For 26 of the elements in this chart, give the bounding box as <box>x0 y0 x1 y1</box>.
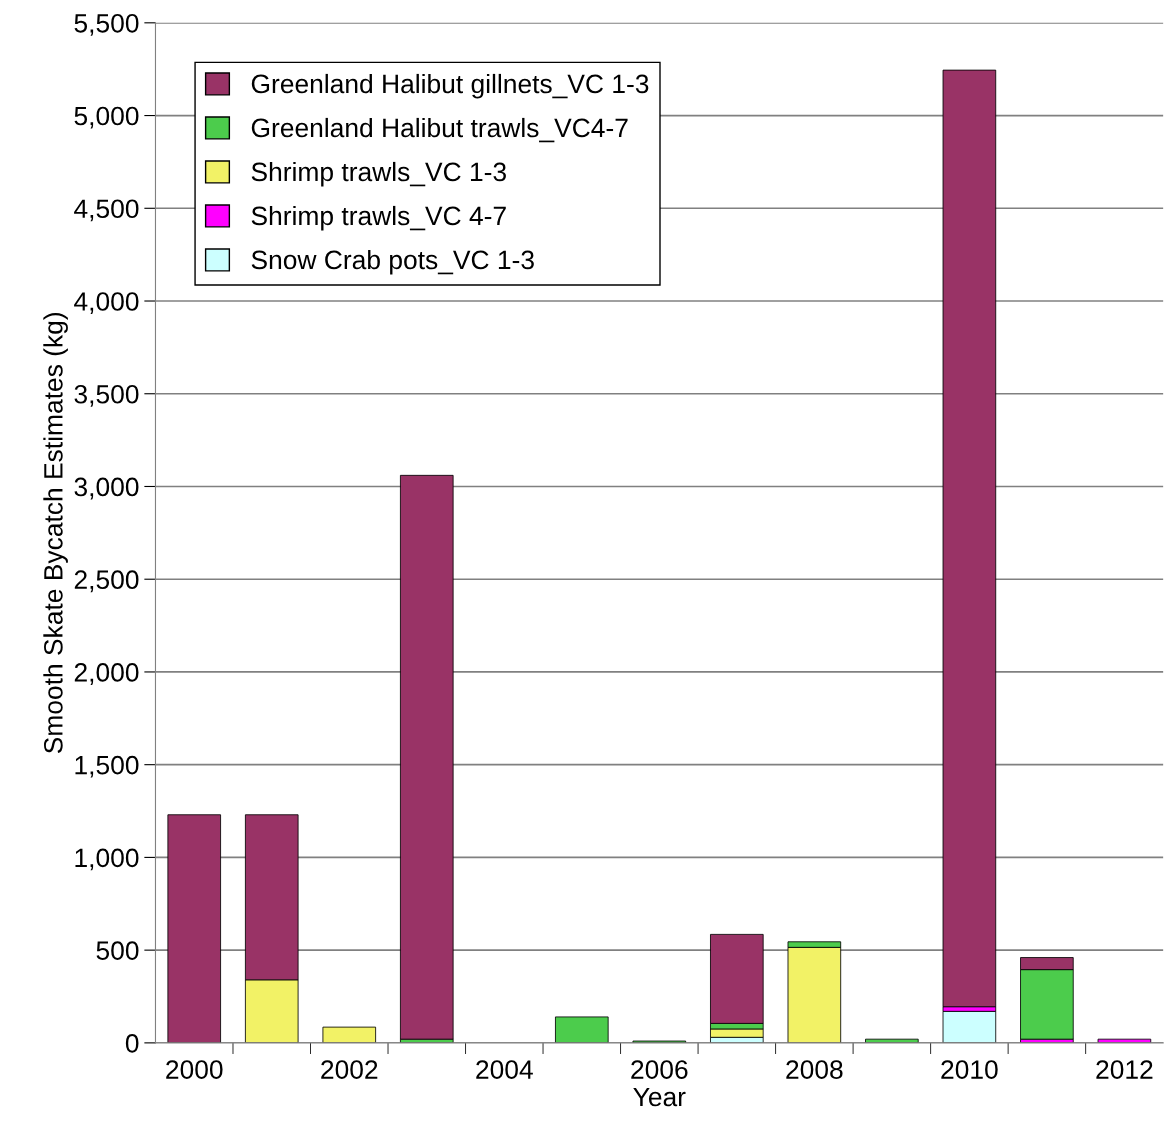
x-tick-label: 2006 <box>631 1060 688 1079</box>
y-tick-label: 1,500 <box>75 755 139 778</box>
legend-label: Greenland Halibut gillnets_VC 1-3 <box>251 73 649 99</box>
y-tick-label: 3,500 <box>74 384 139 407</box>
x-tick-label: 2010 <box>941 1060 998 1079</box>
y-tick-label: 4,500 <box>74 199 139 222</box>
x-axis-title: Year <box>633 1087 686 1107</box>
x-tick-label: 2008 <box>786 1060 843 1079</box>
y-axis-title: Smooth Skate Bycatch Estimates (kg) <box>43 313 68 754</box>
y-tick-label: 500 <box>96 941 139 960</box>
legend-label: Greenland Halibut trawls_VC4-7 <box>251 117 628 143</box>
legend-label: Shrimp trawls_VC 4-7 <box>251 205 506 231</box>
y-tick-label: 0 <box>125 1034 139 1053</box>
x-tick-label: 2004 <box>476 1060 533 1079</box>
y-tick-label: 4,000 <box>74 292 139 314</box>
x-tick-label: 2012 <box>1096 1060 1153 1079</box>
y-tick-label: 2,000 <box>74 663 139 685</box>
y-tick-label: 2,500 <box>74 570 139 593</box>
y-tick-label: 1,000 <box>75 848 139 871</box>
x-tick-label: 2002 <box>321 1060 378 1079</box>
legend-label: Snow Crab pots_VC 1-3 <box>251 249 534 275</box>
y-tick-label: 3,000 <box>74 477 139 500</box>
y-tick-label: 5,500 <box>74 13 139 36</box>
y-tick-label: 5,000 <box>74 106 139 129</box>
legend-label: Shrimp trawls_VC 1-3 <box>251 161 506 187</box>
x-tick-label: 2000 <box>166 1060 223 1079</box>
